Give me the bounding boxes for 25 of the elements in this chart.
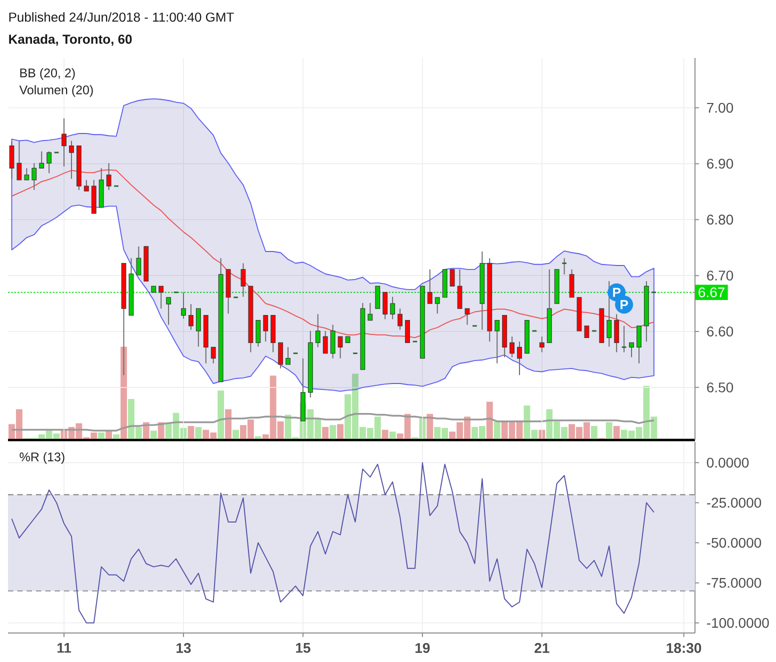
y-tick-label: -25.0000 [706, 498, 762, 508]
chart-subtitle: Published 24/Jun/2018 - 11:00:40 GMT [9, 12, 234, 22]
x-tick-label: 21 [534, 643, 550, 653]
y-tick-label: 6.60 [707, 326, 734, 336]
x-tick-label: 15 [296, 643, 310, 653]
y-tick-label: -75.0000 [706, 578, 762, 588]
y-tick-label: 6.80 [707, 214, 734, 225]
y-tick-label: -100.0000 [706, 618, 769, 628]
annotation: Volumen (20) [19, 85, 93, 97]
x-tick-label: 11 [57, 643, 71, 653]
y-tick-label: -50.0000 [706, 538, 762, 548]
ref-line-label: 6.67 [698, 287, 724, 298]
annotation: BB (20, 2) [20, 68, 75, 80]
annotation: P [620, 300, 628, 310]
x-tick-label: 19 [416, 643, 430, 653]
y-tick-label: 6.90 [707, 158, 734, 169]
chart-title: Kanada, Toronto, 60 [9, 34, 132, 46]
x-tick-label: 13 [176, 643, 191, 653]
annotation: %R (13) [20, 452, 64, 464]
annotation: P [613, 288, 620, 297]
y-tick-label: 7.00 [707, 102, 734, 113]
y-tick-label: 0.0000 [706, 458, 749, 468]
y-tick-label: 6.70 [707, 270, 734, 281]
x-tick-label: 18:30 [666, 643, 702, 653]
y-tick-label: 6.50 [707, 382, 734, 392]
